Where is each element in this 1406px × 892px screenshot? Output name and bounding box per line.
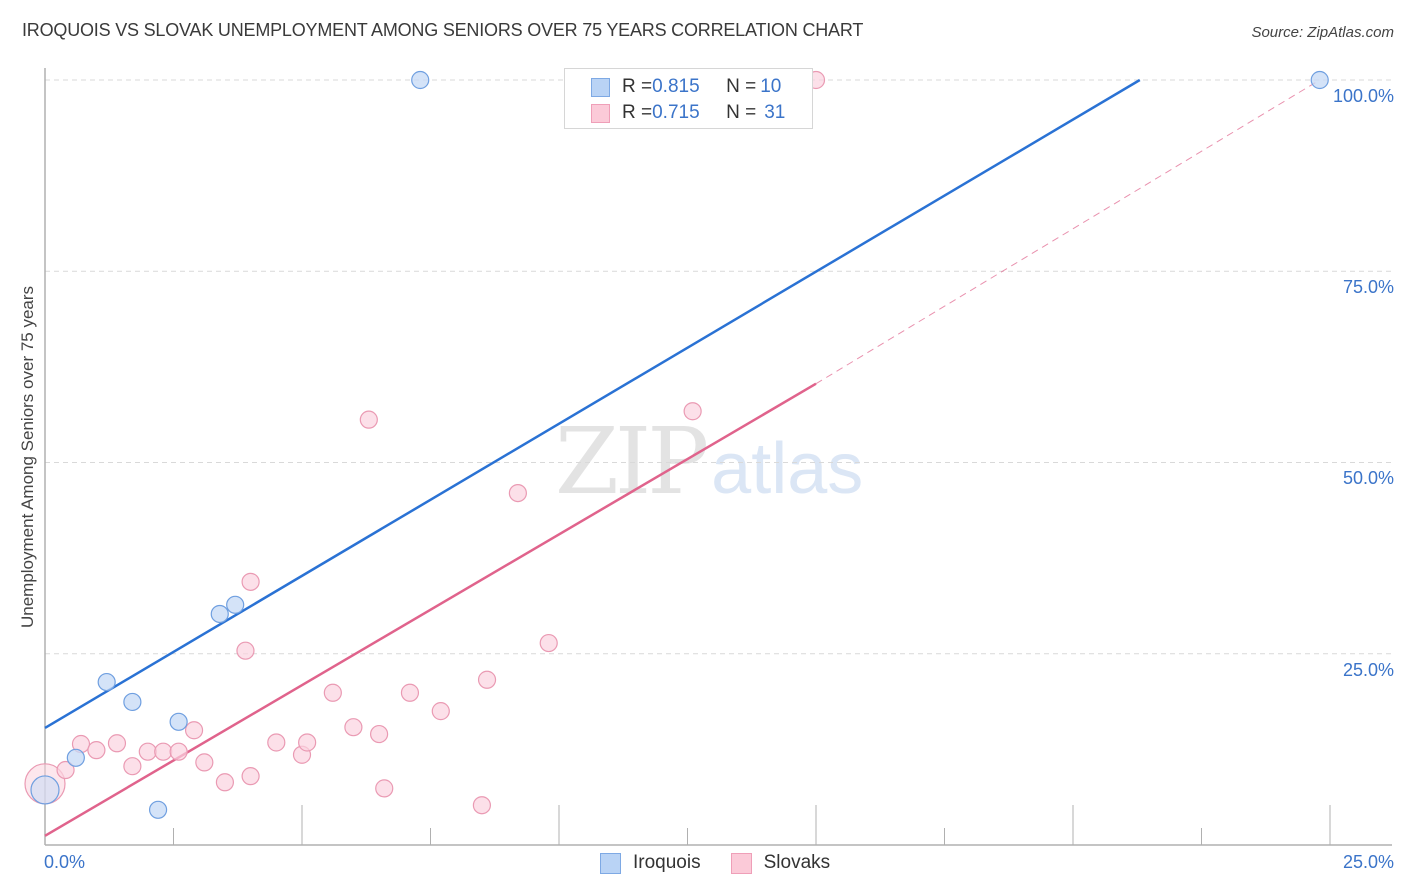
slovaks-point — [87, 741, 106, 760]
iroquois-point — [97, 672, 116, 692]
axes-lines — [44, 68, 1392, 846]
slovaks-point — [195, 753, 214, 772]
r-label: R = — [622, 76, 653, 97]
x-tick-25: 25.0% — [1342, 852, 1394, 872]
slovaks-point — [241, 767, 260, 786]
iroquois-point — [226, 595, 245, 614]
slovaks-point — [472, 796, 491, 815]
y-tick-50: 50.0% — [1342, 468, 1394, 488]
r-value: 0.715 — [652, 102, 700, 123]
r-value: 0.815 — [652, 76, 700, 97]
legend-item-iroquois[interactable]: Iroquois — [600, 852, 701, 874]
series-legend: Iroquois Slovaks — [600, 852, 860, 874]
iroquois-point — [30, 775, 60, 805]
stats-row-iroquois: R = 0.815 N = 10 — [591, 75, 781, 99]
chart-title: IROQUOIS VS SLOVAK UNEMPLOYMENT AMONG SE… — [22, 20, 864, 40]
r-label: R = — [622, 102, 653, 123]
slovaks-point — [56, 760, 75, 780]
iroquois-point — [210, 604, 229, 624]
iroquois-point — [411, 70, 430, 90]
slovaks-point — [215, 773, 234, 792]
slovaks-point — [107, 734, 127, 753]
data-points — [24, 70, 1329, 819]
legend-label-slovaks: Slovaks — [763, 852, 831, 873]
slovaks-point — [123, 757, 142, 776]
slovaks-point — [236, 641, 255, 660]
slovaks-point — [323, 683, 342, 702]
iroquois-point — [1310, 70, 1329, 90]
iroquois-point — [169, 712, 188, 731]
legend-item-slovaks[interactable]: Slovaks — [730, 852, 831, 874]
gridlines — [45, 79, 1392, 655]
n-label: N = — [726, 102, 757, 123]
slovaks-point — [539, 633, 558, 653]
slovaks-point — [267, 733, 286, 752]
iroquois-point — [148, 800, 168, 819]
slovaks-swatch-icon — [591, 103, 610, 123]
slovaks-point — [298, 733, 317, 752]
slovaks-trendline-extension — [815, 79, 1320, 385]
slovaks-point — [154, 742, 173, 761]
iroquois-trendline — [44, 78, 1141, 730]
x-tick-0: 0.0% — [44, 852, 86, 872]
iroquois-point — [66, 748, 85, 767]
n-value: 31 — [764, 102, 786, 123]
slovaks-point — [683, 402, 702, 421]
slovaks-point — [184, 721, 204, 740]
slovaks-point — [370, 724, 389, 744]
source-credit: Source: ZipAtlas.com — [1251, 24, 1394, 41]
iroquois-swatch-icon — [591, 77, 610, 97]
slovaks-point — [508, 484, 527, 503]
iroquois-swatch-icon — [600, 852, 621, 874]
y-tick-75: 75.0% — [1342, 277, 1394, 297]
y-tick-100: 100.0% — [1332, 86, 1394, 106]
correlation-stats-legend: R = 0.815 N = 10 R = 0.715 N = 31 — [564, 68, 813, 129]
slovaks-point — [169, 742, 188, 761]
slovaks-point — [138, 742, 157, 761]
slovaks-trendline — [44, 382, 817, 837]
n-value: 10 — [760, 76, 782, 97]
legend-label-iroquois: Iroquois — [633, 852, 701, 873]
slovaks-point — [359, 410, 378, 429]
y-tick-25: 25.0% — [1342, 660, 1394, 680]
n-label: N = — [726, 76, 757, 97]
stats-row-slovaks: R = 0.715 N = 31 — [591, 101, 785, 125]
slovaks-swatch-icon — [730, 852, 752, 874]
slovaks-point — [375, 779, 394, 798]
trendlines — [44, 78, 1320, 837]
slovaks-point — [400, 683, 420, 702]
iroquois-point — [123, 692, 142, 712]
slovaks-point — [431, 702, 450, 721]
slovaks-point — [344, 718, 363, 737]
slovaks-point — [477, 670, 497, 689]
slovaks-point — [241, 572, 260, 591]
